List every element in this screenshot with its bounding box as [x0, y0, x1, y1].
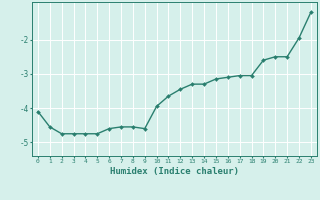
- X-axis label: Humidex (Indice chaleur): Humidex (Indice chaleur): [110, 167, 239, 176]
